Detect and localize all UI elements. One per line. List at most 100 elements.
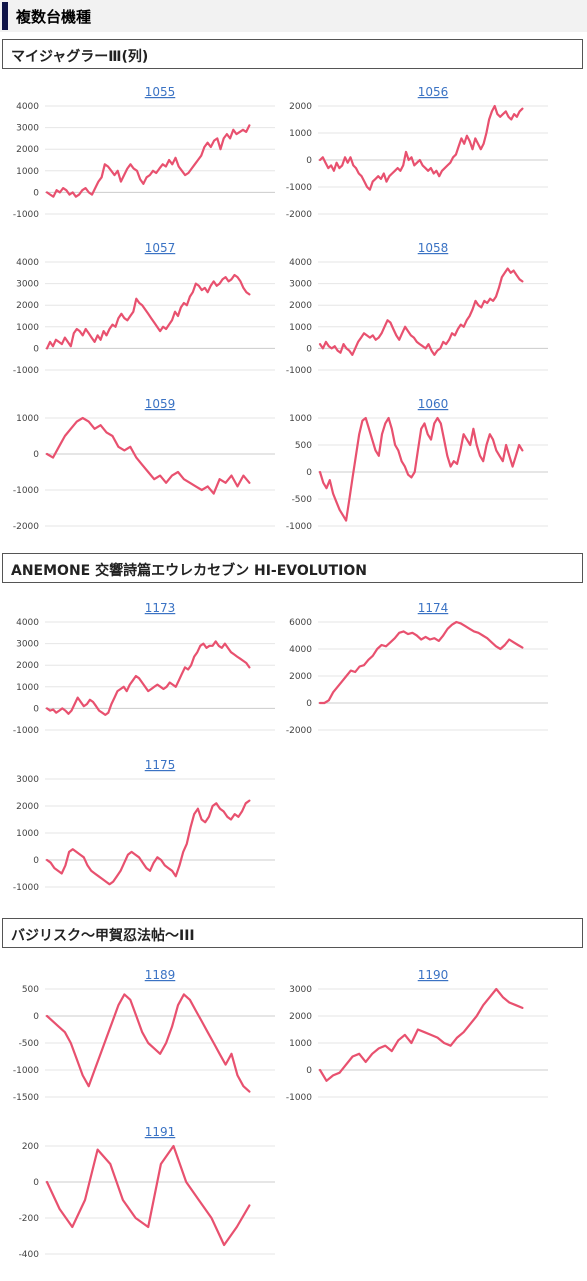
y-tick-label: 0 <box>306 344 312 354</box>
chart-1057: 1057 4000 3000 2000 1000 0 -1000 <box>5 240 280 380</box>
y-tick-label: 6000 <box>289 618 312 628</box>
section-header-myjuggler: マイジャグラーⅢ(列) <box>2 39 583 69</box>
section-title: マイジャグラーⅢ(列) <box>11 49 149 65</box>
y-tick-label: 3000 <box>16 280 39 290</box>
y-tick-label: -1000 <box>13 366 39 376</box>
chart-1191: 1191 200 0 -200 -400 <box>5 1124 280 1264</box>
y-tick-label: 1000 <box>289 414 312 424</box>
series-line <box>45 1144 251 1247</box>
y-tick-label: -400 <box>19 1250 40 1260</box>
chart-title[interactable]: 1175 <box>145 758 176 772</box>
chart-title[interactable]: 1173 <box>145 601 176 615</box>
section-title: ANEMONE 交響詩篇エウレカセブン HI-EVOLUTION <box>11 563 367 579</box>
page-title: 複数台機種 <box>16 8 92 26</box>
y-tick-label: 500 <box>22 985 39 995</box>
y-tick-label: -1000 <box>286 522 312 532</box>
y-tick-label: 2000 <box>289 301 312 311</box>
y-tick-label: 0 <box>33 856 39 866</box>
y-tick-label: 3000 <box>16 775 39 785</box>
chart-title[interactable]: 1055 <box>145 85 176 99</box>
y-tick-label: -1000 <box>13 210 39 220</box>
chart-title[interactable]: 1174 <box>418 601 449 615</box>
y-tick-label: 1000 <box>16 323 39 333</box>
y-tick-label: 1000 <box>289 129 312 139</box>
series-line <box>45 799 251 886</box>
y-tick-label: -1000 <box>286 366 312 376</box>
y-tick-label: 0 <box>306 468 312 478</box>
chart-title[interactable]: 1058 <box>418 241 449 255</box>
y-tick-label: -1000 <box>13 1066 39 1076</box>
chart-1058: 1058 4000 3000 2000 1000 0 -1000 <box>278 240 553 380</box>
y-tick-label: -1000 <box>13 726 39 736</box>
section-header-basilisk: バジリスク～甲賀忍法帖～III <box>2 918 583 948</box>
y-tick-label: 1000 <box>289 1039 312 1049</box>
y-tick-label: 0 <box>33 344 39 354</box>
y-tick-label: 0 <box>33 704 39 714</box>
y-tick-label: -500 <box>19 1039 40 1049</box>
y-tick-label: -1000 <box>286 1093 312 1103</box>
y-tick-label: 4000 <box>16 258 39 268</box>
y-tick-label: -500 <box>292 495 313 505</box>
series-line <box>45 993 251 1093</box>
chart-title[interactable]: 1059 <box>145 397 176 411</box>
section-header-anemone: ANEMONE 交響詩篇エウレカセブン HI-EVOLUTION <box>2 553 583 583</box>
y-tick-label: 1000 <box>16 683 39 693</box>
series-line <box>318 620 524 705</box>
series-line <box>318 987 524 1082</box>
y-tick-label: 3000 <box>289 985 312 995</box>
y-tick-label: 200 <box>22 1142 39 1152</box>
series-line <box>318 104 524 191</box>
chart-1059: 1059 1000 0 -1000 -2000 <box>5 396 280 536</box>
series-line <box>45 416 251 495</box>
y-tick-label: 4000 <box>289 258 312 268</box>
y-tick-label: 4000 <box>16 102 39 112</box>
series-line <box>318 267 524 357</box>
y-tick-label: 2000 <box>16 661 39 671</box>
y-tick-label: 2000 <box>289 102 312 112</box>
y-tick-label: 2000 <box>16 301 39 311</box>
chart-title[interactable]: 1060 <box>418 397 449 411</box>
y-tick-label: -1500 <box>13 1093 39 1103</box>
chart-1060: 1060 1000 500 0 -500 -1000 <box>278 396 553 536</box>
y-tick-label: 1000 <box>289 323 312 333</box>
y-tick-label: 0 <box>33 188 39 198</box>
y-tick-label: 2000 <box>16 802 39 812</box>
chart-title[interactable]: 1057 <box>145 241 176 255</box>
y-tick-label: 3000 <box>16 124 39 134</box>
y-tick-label: 2000 <box>16 145 39 155</box>
y-tick-label: 1000 <box>16 167 39 177</box>
y-tick-label: 3000 <box>16 640 39 650</box>
y-tick-label: -1000 <box>286 183 312 193</box>
y-tick-label: 500 <box>295 441 312 451</box>
y-tick-label: 4000 <box>16 618 39 628</box>
page-header: 複数台機種 <box>0 0 587 32</box>
y-tick-label: 1000 <box>16 414 39 424</box>
chart-title[interactable]: 1191 <box>145 1125 176 1139</box>
y-tick-label: -2000 <box>286 210 312 220</box>
y-tick-label: -1000 <box>13 883 39 893</box>
y-tick-label: 0 <box>33 450 39 460</box>
chart-1175: 1175 3000 2000 1000 0 -1000 <box>5 757 280 897</box>
y-tick-label: -2000 <box>286 726 312 736</box>
y-tick-label: -2000 <box>13 522 39 532</box>
y-tick-label: -200 <box>19 1214 40 1224</box>
chart-title[interactable]: 1056 <box>418 85 449 99</box>
y-tick-label: 2000 <box>289 672 312 682</box>
y-tick-label: 2000 <box>289 1012 312 1022</box>
series-line <box>45 124 251 198</box>
chart-title[interactable]: 1189 <box>145 968 176 982</box>
y-tick-label: 4000 <box>289 645 312 655</box>
y-tick-label: 0 <box>306 156 312 166</box>
section-title: バジリスク～甲賀忍法帖～III <box>11 928 195 944</box>
series-line <box>318 416 524 522</box>
y-tick-label: -1000 <box>13 486 39 496</box>
header-accent-bar <box>2 2 8 30</box>
y-tick-label: 1000 <box>16 829 39 839</box>
y-tick-label: 0 <box>306 1066 312 1076</box>
chart-1174: 1174 6000 4000 2000 0 -2000 <box>278 600 553 740</box>
y-tick-label: 3000 <box>289 280 312 290</box>
chart-1190: 1190 3000 2000 1000 0 -1000 <box>278 967 553 1107</box>
y-tick-label: 0 <box>33 1178 39 1188</box>
chart-title[interactable]: 1190 <box>418 968 449 982</box>
chart-1055: 1055 4000 3000 2000 1000 0 -1000 <box>5 84 280 224</box>
